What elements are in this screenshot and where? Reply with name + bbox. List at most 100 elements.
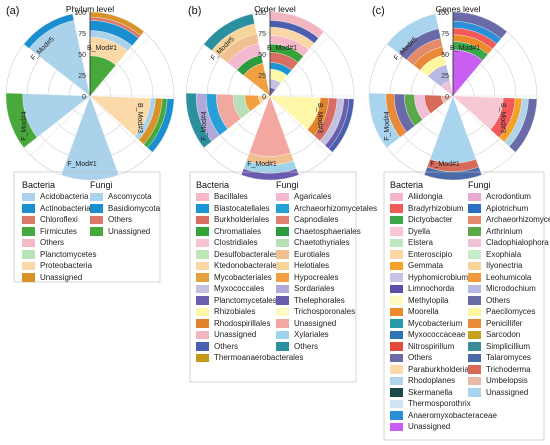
legend-label: Sordariales xyxy=(294,284,335,293)
panel-label: (b) xyxy=(188,5,201,17)
legend-label: Ilyonectria xyxy=(486,261,523,270)
legend-swatch xyxy=(196,296,209,305)
legend-swatch xyxy=(196,319,209,328)
grid-spoke xyxy=(30,95,91,156)
legend-item-capnodiales: Capnodiales xyxy=(276,214,377,226)
legend-label: Planctomycetales xyxy=(214,295,277,305)
legend-item-bacillales: Bacillales xyxy=(196,191,303,203)
legend-frame xyxy=(189,171,357,383)
legend-label: Arthrinium xyxy=(486,226,523,236)
legend-item-penicillifer: Penicillifer xyxy=(468,318,550,330)
bar-segment-b-mod-1-chloroflexi xyxy=(89,16,141,39)
legend-swatch xyxy=(276,250,289,259)
legend-swatch xyxy=(390,365,403,374)
legend-item-talaromyces: Talaromyces xyxy=(468,352,550,364)
legend-label: Others xyxy=(214,341,239,351)
legend-item-hyphomicrobium: Hyphomicrobium xyxy=(390,272,497,284)
bar-segment-f-mod-5-basidiomycota xyxy=(23,13,75,49)
legend-phylum-level-fungi: Fungi Ascomycota Basidiomycota Others Unassi… xyxy=(90,179,160,237)
bar-segment-b-mod-1-others xyxy=(269,20,319,44)
grid-spoke xyxy=(210,95,271,156)
legend-swatch xyxy=(196,307,209,316)
legend-swatch xyxy=(468,319,481,328)
legend-label: Chaetosphaeriales xyxy=(294,226,361,236)
bar-segment-b-mod-3-others xyxy=(508,98,538,153)
bar-segment-b-mod-3-rhodoplanes xyxy=(503,98,529,147)
bar-segment-b-mod-1-anaeromyxobacteraceae xyxy=(452,21,502,45)
legend-item-others: Others xyxy=(22,237,96,249)
legend-label: Mycobacterium xyxy=(408,318,463,328)
legend-swatch xyxy=(196,215,209,224)
bar-segment-b-mod-3-planctomycetales xyxy=(324,98,350,150)
legend-heading: Bacteria xyxy=(390,180,424,190)
legend-label: Desulfobacterales xyxy=(214,249,279,259)
legend-item-sarcodon: Sarcodon xyxy=(468,329,550,341)
legend-swatch xyxy=(468,365,481,374)
legend-label: Limnochorda xyxy=(408,284,455,293)
legend-item-myxococcaceae: Myxococcaceae xyxy=(390,329,497,341)
legend-swatch xyxy=(390,411,403,420)
bar-segment-b-mod-1-bradyrhizobium xyxy=(452,27,497,50)
legend-heading: Bacteria xyxy=(196,180,230,190)
grid-spoke xyxy=(89,36,150,97)
legend-item-others: Others xyxy=(196,341,303,353)
legend-label: Leohumicola xyxy=(486,272,532,282)
bar-segment-f-mod-4-archaeorhizomycetales xyxy=(206,93,228,136)
legend-label: Skermanella xyxy=(408,387,453,397)
legend-item-enteroscipio: Enteroscipio xyxy=(390,249,497,261)
legend-label: Chaetothyriales xyxy=(294,238,350,247)
legend-label: Sarcodon xyxy=(486,330,521,339)
legend-item-rhodoplanes: Rhodoplanes xyxy=(390,375,497,387)
bar-segment-f-mod-5-helotiales xyxy=(211,23,257,57)
legend-item-paecilomyces: Paecilomyces xyxy=(468,306,550,318)
legend-item-others: Others xyxy=(276,341,377,353)
legend-swatch xyxy=(390,215,403,224)
legend-label: Paraburkholderia xyxy=(408,364,469,374)
legend-item-unassigned: Unassigned xyxy=(390,421,497,433)
legend-item-archaeorhizomycetales: Archaeorhizomycetales xyxy=(276,203,377,215)
legend-genes-level-fungi: Fungi Acrodontium Apiotrichum Archaeorhizom… xyxy=(468,179,550,398)
legend-swatch xyxy=(276,330,289,339)
sample-label-f-mod-1: F_Mod#1 xyxy=(247,161,277,168)
legend-item-xylariales: Xylariales xyxy=(276,329,377,341)
legend-item-unassigned: Unassigned xyxy=(22,272,96,284)
bar-segment-f-mod-4-penicillifer xyxy=(385,93,407,138)
bar-segment-b-mod-3-actinobacteria xyxy=(147,98,175,153)
legend-label: Thermosporothrix xyxy=(408,399,471,408)
legend-swatch xyxy=(276,261,289,270)
legend-item-others: Others xyxy=(390,352,497,364)
legend-swatch xyxy=(276,204,289,213)
legend-swatch xyxy=(468,307,481,316)
bar-segment-f-mod-1-xylariales xyxy=(243,160,297,174)
panel-label: (c) xyxy=(372,5,385,17)
legend-label: Methylopila xyxy=(408,295,449,305)
radial-tick-label: 50 xyxy=(258,52,266,59)
panel-label: (a) xyxy=(6,5,19,17)
legend-swatch xyxy=(390,330,403,339)
legend-label: Moorella xyxy=(408,307,439,316)
legend-item-exophiala: Exophiala xyxy=(468,249,550,261)
legend-swatch xyxy=(196,204,209,213)
legend-label: Blastocatellales xyxy=(214,203,270,213)
legend-frame xyxy=(383,171,545,441)
legend-swatch xyxy=(390,204,403,213)
legend-label: Others xyxy=(108,215,133,224)
legend-label: Burkholderiales xyxy=(214,215,270,224)
bar-segment-f-mod-5-others-f xyxy=(398,28,441,61)
bar-segment-b-mod-3-unassigned xyxy=(138,98,163,145)
legend-item-mycobacterium: Mycobacterium xyxy=(390,318,497,330)
legend-label: Xylariales xyxy=(294,330,329,339)
legend-item-rhizobiales: Rhizobiales xyxy=(196,306,303,318)
legend-label: Archaeorhizomycetales xyxy=(294,203,378,213)
legend-label: Unassigned xyxy=(408,422,451,431)
legend-label: Acidobacteria xyxy=(40,192,89,201)
legend-item-methylopila: Methylopila xyxy=(390,295,497,307)
radial-tick-label: 100 xyxy=(254,10,266,17)
legend-swatch xyxy=(276,307,289,316)
legend-item-others: Others xyxy=(468,295,550,307)
legend-label: Capnodiales xyxy=(294,215,339,224)
legend-item-nitrospirillum: Nitrospirillum xyxy=(390,341,497,353)
bar-segment-f-mod-1-trichoderma xyxy=(426,158,480,172)
legend-swatch xyxy=(468,250,481,259)
legend-phylum-level-bacteria: Bacteria Acidobacteria Actinobacteria Chlor… xyxy=(22,179,96,283)
